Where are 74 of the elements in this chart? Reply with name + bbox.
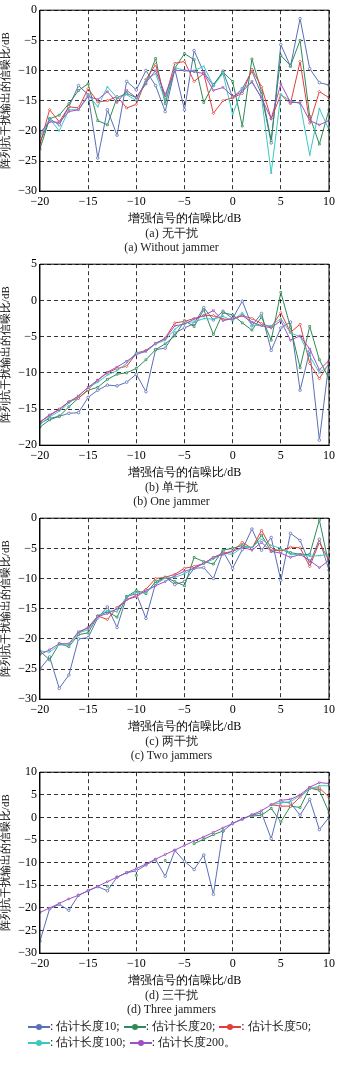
x-tick-label: 10 xyxy=(323,701,335,716)
x-axis-title: 增强信号的信噪比/dB xyxy=(126,464,242,479)
x-tick-label: 5 xyxy=(277,193,284,208)
x-axis-title: 增强信号的信噪比/dB xyxy=(126,210,242,225)
x-tick-label: −15 xyxy=(78,955,98,970)
y-tick-label: −5 xyxy=(24,540,37,555)
y-tick-label: −25 xyxy=(18,153,37,168)
y-tick-label: −15 xyxy=(18,401,37,416)
y-tick-label: −10 xyxy=(18,570,37,585)
y-axis-title: 阵列抗干扰输出的信噪比/dB xyxy=(0,286,12,424)
y-tick-label: −20 xyxy=(18,900,37,915)
x-tick-label: −5 xyxy=(178,701,191,716)
y-tick-label: −15 xyxy=(18,877,37,892)
y-tick-label: −5 xyxy=(24,832,37,847)
x-tick-label: −10 xyxy=(126,955,146,970)
y-tick-label: 10 xyxy=(24,764,37,779)
text: (a) Without jammer xyxy=(123,240,220,254)
text: (b) 单干扰 xyxy=(144,480,199,494)
x-tick-label: 0 xyxy=(229,701,236,716)
x-tick-label: 5 xyxy=(277,955,284,970)
x-axis-title: 增强信号的信噪比/dB xyxy=(126,972,242,987)
x-tick-label: 0 xyxy=(229,955,236,970)
y-tick-label: 5 xyxy=(30,786,37,801)
x-tick-label: 0 xyxy=(229,447,236,462)
legend-label: : 估计长度20; xyxy=(145,1019,216,1033)
x-tick-label: −5 xyxy=(178,447,191,462)
y-tick-label: −5 xyxy=(24,32,37,47)
x-tick-label: −15 xyxy=(78,193,98,208)
y-tick-label: 0 xyxy=(30,292,37,307)
x-tick-label: −15 xyxy=(78,701,98,716)
x-tick-label: 10 xyxy=(323,447,335,462)
y-tick-label: −20 xyxy=(18,437,37,452)
y-tick-label: −20 xyxy=(18,123,37,138)
x-tick-label: −15 xyxy=(78,447,98,462)
legend-label: : 估计长度200。 xyxy=(151,1035,237,1049)
x-tick-label: 0 xyxy=(229,193,236,208)
x-tick-label: 5 xyxy=(277,701,284,716)
y-tick-label: 0 xyxy=(30,809,37,824)
x-tick-label: −5 xyxy=(178,193,191,208)
text: (c) Two jammers xyxy=(129,748,214,762)
x-tick-label: −10 xyxy=(126,701,146,716)
x-tick-label: 5 xyxy=(277,447,284,462)
x-tick-label: −10 xyxy=(126,447,146,462)
y-tick-label: −30 xyxy=(18,183,37,198)
y-tick-label: −10 xyxy=(18,62,37,77)
x-tick-label: −10 xyxy=(126,193,146,208)
legend-label: : 估计长度100; xyxy=(50,1035,126,1049)
x-tick-label: 10 xyxy=(323,193,335,208)
text: (d) Three jammers xyxy=(125,1002,218,1016)
text: (a) 无干扰 xyxy=(144,226,199,240)
x-tick-label: −5 xyxy=(178,955,191,970)
y-tick-label: 5 xyxy=(30,256,37,271)
text: (b) One jammer xyxy=(132,494,211,508)
y-tick-label: −15 xyxy=(18,600,37,615)
legend-label: : 估计长度10; xyxy=(50,1019,120,1033)
x-tick-label: 10 xyxy=(323,955,335,970)
y-tick-label: −30 xyxy=(18,945,37,960)
text: (d) 三干扰 xyxy=(144,988,199,1002)
text: (c) 两干扰 xyxy=(144,734,199,748)
y-tick-label: −30 xyxy=(18,691,37,706)
y-axis-title: 阵列抗干扰输出的信噪比/dB xyxy=(0,32,12,170)
y-tick-label: 0 xyxy=(30,2,37,17)
y-tick-label: −20 xyxy=(18,631,37,646)
y-axis-title: 阵列抗干扰输出的信噪比/dB xyxy=(0,794,12,932)
y-tick-label: −10 xyxy=(18,364,37,379)
y-tick-label: −15 xyxy=(18,92,37,107)
y-tick-label: −25 xyxy=(18,922,37,937)
x-axis-title: 增强信号的信噪比/dB xyxy=(126,718,242,733)
legend-label: : 估计长度50; xyxy=(241,1019,312,1033)
y-tick-label: −5 xyxy=(24,328,37,343)
y-tick-label: −25 xyxy=(18,661,37,676)
y-tick-label: −10 xyxy=(18,854,37,869)
y-tick-label: 0 xyxy=(30,510,37,525)
y-axis-title: 阵列抗干扰输出的信噪比/dB xyxy=(0,540,12,678)
